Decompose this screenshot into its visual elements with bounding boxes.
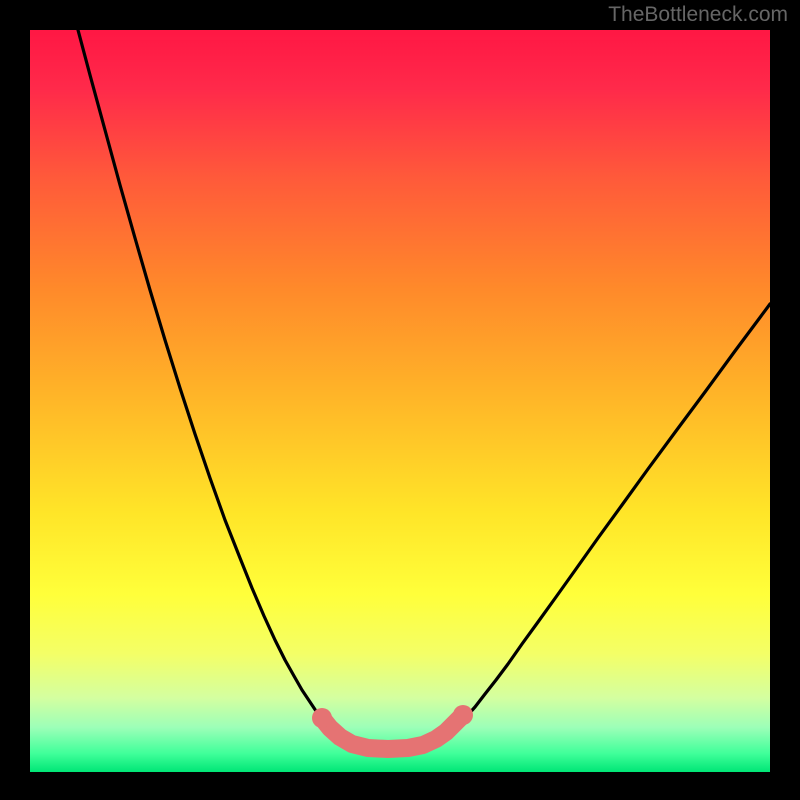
chart-gradient-bg — [30, 30, 770, 772]
watermark-text: TheBottleneck.com — [608, 3, 788, 27]
highlight-endcap-1 — [453, 705, 473, 725]
highlight-endcap-0 — [312, 708, 332, 728]
chart-container: TheBottleneck.com — [0, 0, 800, 800]
bottleneck-chart — [0, 0, 800, 800]
